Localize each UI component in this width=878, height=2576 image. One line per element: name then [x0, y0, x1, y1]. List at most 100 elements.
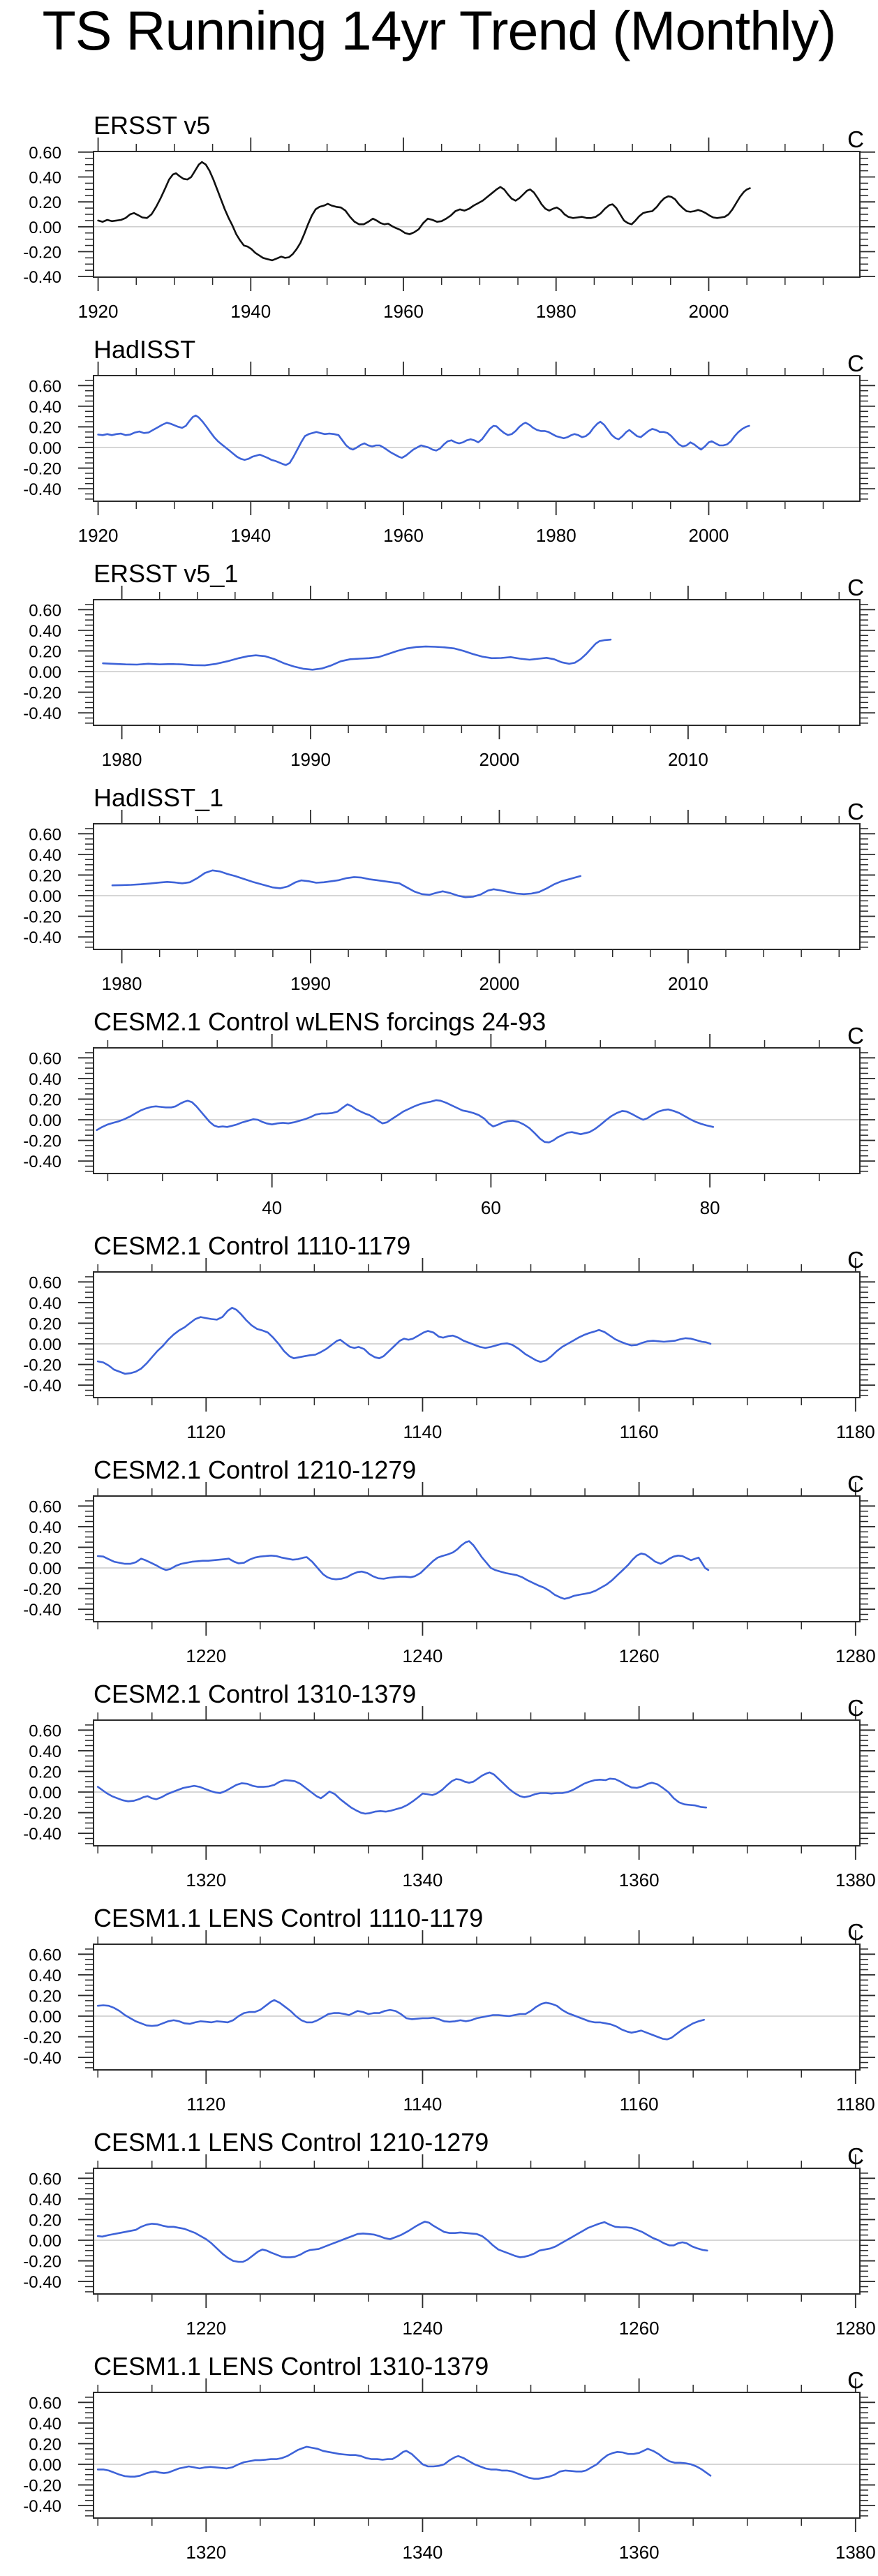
x-tick-label: 2000 — [479, 973, 520, 994]
chart-panel-7: 0.60 0.40 0.20 0.00 -0.20 -0.40 1220 1240 1260 12… — [23, 1456, 876, 1666]
unit-label: C — [847, 350, 864, 376]
y-tick-label: 0.20 — [29, 1987, 61, 2006]
x-tick-label: 1980 — [102, 973, 142, 994]
x-tick-label: 1320 — [186, 1870, 226, 1890]
y-tick-label: 0.20 — [29, 2211, 61, 2230]
trend-line — [97, 414, 750, 466]
x-tick-label: 2010 — [668, 973, 708, 994]
chart-panel-11: 0.60 0.400.20 0.00 -0.20-0.40 1320 1340 1360 13… — [23, 2352, 876, 2563]
y-tick-label: 0.60 — [29, 1946, 61, 1964]
x-tick-label: 1980 — [102, 749, 142, 770]
trend-line — [96, 1099, 715, 1143]
unit-label: C — [847, 575, 864, 600]
panel-title: CESM2.1 Control wLENS forcings 24-93 — [94, 1007, 546, 1036]
chart-panel-5: 0.60 0.400.20 0.00 -0.20 -0.40 40 60 80 CESM2.1 … — [23, 1007, 875, 1218]
plot-frame — [93, 2392, 861, 2519]
x-tick-label: 1180 — [836, 2094, 875, 2115]
y-tick-label: -0.40 — [23, 1825, 61, 1844]
x-tick-label: 1240 — [403, 1645, 443, 1666]
chart-panel-2: 0.60 0.400.20 0.00 -0.20-0.40 1920 1940 1960 19… — [23, 335, 875, 546]
x-tick-label: 1240 — [403, 2318, 443, 2339]
x-tick-label: 2000 — [689, 301, 729, 322]
plot-frame — [93, 823, 861, 950]
y-tick-label: 0.40 — [29, 2415, 61, 2434]
panel-title: CESM2.1 Control 1310-1379 — [94, 1680, 416, 1708]
y-tick-label: 0.60 — [29, 377, 61, 396]
y-tick-label: -0.40 — [23, 2273, 61, 2292]
y-tick-label: -0.40 — [23, 2497, 61, 2516]
x-tick-label: 1220 — [186, 2318, 226, 2339]
trend-line — [96, 1999, 705, 2041]
y-tick-label: -0.40 — [23, 1601, 61, 1620]
y-tick-label: -0.20 — [23, 684, 61, 703]
trend-line — [97, 161, 751, 262]
unit-label: C — [847, 1023, 864, 1049]
x-tick-label: 1260 — [619, 1645, 660, 1666]
y-tick-label: 0.60 — [29, 1273, 61, 1292]
y-tick-label: -0.40 — [23, 268, 61, 287]
x-tick-label: 1120 — [186, 1421, 225, 1442]
unit-label: C — [847, 2367, 864, 2393]
y-tick-label: 0.20 — [29, 866, 61, 885]
y-tick-label: 0.40 — [29, 1967, 61, 1985]
unit-label: C — [847, 2143, 864, 2169]
y-tick-label: -0.20 — [23, 1356, 61, 1375]
x-tick-label: 1260 — [619, 2318, 660, 2339]
plot-frame — [93, 599, 861, 726]
y-tick-label: -0.20 — [23, 2477, 61, 2496]
x-tick-label: 1920 — [78, 301, 119, 322]
plot-frame — [93, 1271, 861, 1398]
trend-line — [96, 2221, 708, 2263]
panel-title: CESM1.1 LENS Control 1110-1179 — [94, 1904, 483, 1932]
y-tick-label: 0.40 — [29, 398, 61, 417]
trend-line — [96, 1771, 708, 1815]
y-tick-label: 0.00 — [29, 2456, 61, 2475]
x-tick-label: 1360 — [619, 2542, 660, 2563]
y-tick-label: 0.60 — [29, 144, 61, 163]
x-tick-label: 1280 — [835, 1645, 876, 1666]
y-tick-label: 0.00 — [29, 1335, 61, 1354]
y-tick-label: 0.40 — [29, 2191, 61, 2209]
chart-panel-3: 0.60 0.400.20 0.00 -0.20-0.40 1980 1990 2000 20… — [23, 559, 875, 770]
y-tick-label: -0.20 — [23, 1581, 61, 1599]
y-tick-label: 0.00 — [29, 2008, 61, 2027]
plot-frame — [93, 1047, 861, 1174]
x-tick-label: 1920 — [78, 525, 119, 546]
x-tick-label: 60 — [481, 1197, 501, 1218]
plot-frame — [93, 1495, 861, 1622]
trend-line — [96, 2445, 712, 2480]
x-tick-label: 1360 — [619, 1870, 660, 1890]
y-tick-label: -0.20 — [23, 2253, 61, 2272]
panel-title: HadISST — [94, 335, 195, 364]
y-tick-label: 0.20 — [29, 193, 61, 212]
x-tick-label: 1990 — [290, 749, 331, 770]
x-tick-label: 1320 — [186, 2542, 226, 2563]
chart-panel-6: 0.60 0.40 0.20 0.00 -0.20 -0.40 1120 1140 1160 11… — [23, 1231, 875, 1442]
y-tick-label: 0.00 — [29, 663, 61, 682]
x-tick-label: 1940 — [230, 525, 271, 546]
unit-label: C — [847, 1695, 864, 1721]
y-tick-label: 0.20 — [29, 1315, 61, 1333]
trend-line — [96, 1307, 712, 1375]
y-tick-label: -0.20 — [23, 460, 61, 479]
y-tick-label: 0.40 — [29, 1070, 61, 1089]
unit-label: C — [847, 126, 864, 152]
panel-title: CESM1.1 LENS Control 1310-1379 — [94, 2352, 489, 2381]
y-tick-label: 0.20 — [29, 1763, 61, 1782]
y-tick-label: 0.00 — [29, 219, 61, 237]
x-tick-label: 1960 — [383, 525, 424, 546]
x-tick-label: 1980 — [536, 525, 576, 546]
y-tick-label: -0.40 — [23, 1377, 61, 1396]
y-tick-label: 0.20 — [29, 642, 61, 661]
unit-label: C — [847, 1247, 864, 1273]
plot-frame — [93, 2168, 861, 2295]
x-tick-label: 1380 — [835, 2542, 876, 2563]
x-tick-label: 1980 — [536, 301, 576, 322]
y-tick-label: 0.60 — [29, 2394, 61, 2413]
x-tick-label: 80 — [700, 1197, 720, 1218]
panel-title: CESM2.1 Control 1110-1179 — [94, 1231, 410, 1260]
y-tick-label: -0.20 — [23, 908, 61, 927]
y-tick-label: 0.60 — [29, 1497, 61, 1516]
y-tick-label: 0.00 — [29, 1560, 61, 1578]
y-tick-label: 0.20 — [29, 418, 61, 437]
